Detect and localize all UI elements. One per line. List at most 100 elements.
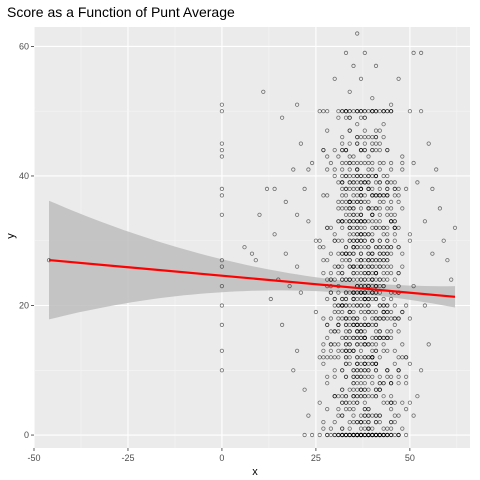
data-point — [340, 141, 345, 146]
data-point — [332, 419, 337, 425]
data-point — [400, 251, 405, 256]
data-point — [317, 109, 322, 114]
data-point — [332, 329, 337, 334]
data-point — [340, 225, 345, 230]
data-point — [219, 154, 224, 159]
x-axis-ticks: -50 -25 0 25 50 — [27, 448, 415, 463]
data-point — [388, 206, 394, 211]
data-point — [377, 238, 382, 243]
data-point — [328, 290, 333, 295]
data-point — [321, 348, 326, 353]
data-point — [370, 283, 375, 289]
data-point — [347, 225, 352, 230]
data-point — [306, 219, 311, 224]
data-point — [370, 141, 375, 146]
data-point — [385, 206, 390, 211]
data-point — [321, 316, 326, 321]
data-point — [449, 277, 454, 282]
data-point — [452, 225, 458, 230]
data-point — [362, 335, 367, 340]
data-point — [340, 160, 345, 166]
data-point — [385, 374, 390, 379]
data-point — [400, 167, 405, 172]
data-point — [381, 348, 386, 353]
data-point — [373, 419, 379, 425]
data-point — [347, 387, 352, 392]
data-point — [392, 316, 397, 321]
data-point — [373, 413, 379, 418]
data-point — [403, 432, 409, 438]
data-point — [268, 296, 273, 302]
data-point — [373, 173, 379, 179]
data-point — [340, 335, 345, 340]
data-point — [355, 31, 360, 36]
data-point — [366, 426, 371, 431]
data-point — [219, 264, 224, 269]
data-point — [328, 426, 333, 431]
data-point — [373, 193, 379, 198]
data-point — [377, 160, 382, 166]
data-point — [351, 387, 356, 392]
data-point — [328, 316, 333, 321]
data-point — [366, 154, 371, 159]
data-point — [381, 342, 386, 347]
data-point — [358, 368, 364, 373]
data-point — [347, 141, 352, 146]
data-point — [381, 122, 386, 127]
data-point — [219, 258, 224, 263]
data-point — [358, 348, 364, 353]
data-point — [355, 355, 360, 360]
chart-title: Score as a Function of Punt Average — [7, 4, 235, 20]
data-point — [358, 426, 364, 431]
data-point — [366, 277, 371, 282]
data-point — [400, 154, 405, 159]
data-point — [362, 381, 367, 386]
data-point — [392, 413, 397, 418]
data-point — [351, 368, 356, 373]
data-point — [396, 76, 401, 81]
data-point — [373, 296, 379, 302]
data-point — [355, 374, 360, 379]
data-point — [381, 283, 386, 289]
data-point — [336, 199, 341, 204]
data-point — [321, 258, 326, 263]
data-point — [385, 329, 390, 334]
data-point — [411, 283, 416, 289]
data-point — [373, 348, 379, 353]
data-point — [358, 186, 364, 191]
data-point — [343, 245, 349, 250]
data-point — [340, 264, 345, 269]
data-point — [396, 193, 401, 198]
data-point — [219, 186, 224, 191]
data-point — [426, 141, 431, 146]
data-point — [362, 296, 367, 302]
data-point — [392, 225, 397, 230]
data-point — [336, 316, 341, 321]
x-tick-label: 0 — [219, 453, 224, 463]
data-point — [366, 258, 371, 263]
data-point — [309, 432, 315, 438]
data-point — [340, 148, 345, 153]
data-point — [400, 206, 405, 211]
data-point — [396, 245, 401, 250]
data-point — [358, 199, 364, 204]
data-point — [385, 148, 390, 153]
data-point — [407, 232, 412, 237]
data-point — [219, 141, 224, 146]
data-point — [377, 193, 382, 198]
y-axis-ticks: 0 20 40 60 — [19, 41, 34, 440]
data-point — [219, 109, 224, 114]
data-point — [381, 277, 386, 282]
data-point — [347, 180, 352, 185]
data-point — [366, 180, 371, 185]
data-point — [325, 128, 330, 133]
y-tick-label: 0 — [24, 430, 29, 440]
data-point — [340, 258, 345, 263]
data-point — [347, 426, 352, 431]
data-point — [347, 264, 352, 269]
data-point — [388, 102, 394, 107]
data-point — [328, 348, 333, 353]
data-point — [309, 160, 315, 166]
data-point — [385, 238, 390, 243]
data-point — [261, 89, 266, 94]
